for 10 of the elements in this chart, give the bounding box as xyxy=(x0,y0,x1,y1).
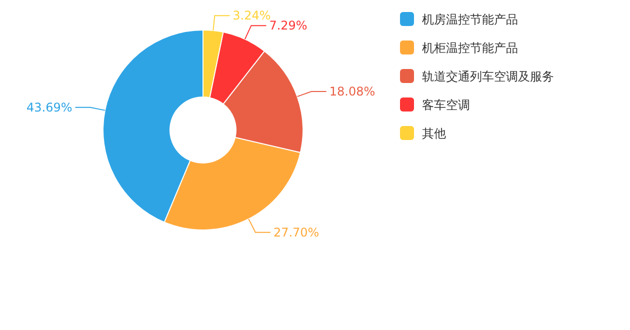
data-label: 43.69% xyxy=(26,100,72,114)
legend-label: 客车空调 xyxy=(422,98,470,112)
legend-label: 机房温控节能产品 xyxy=(422,12,518,26)
legend-label: 其他 xyxy=(422,126,446,140)
legend-label: 轨道交通列车空调及服务 xyxy=(422,70,554,84)
data-label: 27.70% xyxy=(273,225,320,240)
legend-label: 机柜温控节能产品 xyxy=(422,41,518,55)
data-label: 7.29% xyxy=(269,18,308,33)
data-label: 3.24% xyxy=(232,8,271,23)
data-label: 18.08% xyxy=(329,84,376,99)
